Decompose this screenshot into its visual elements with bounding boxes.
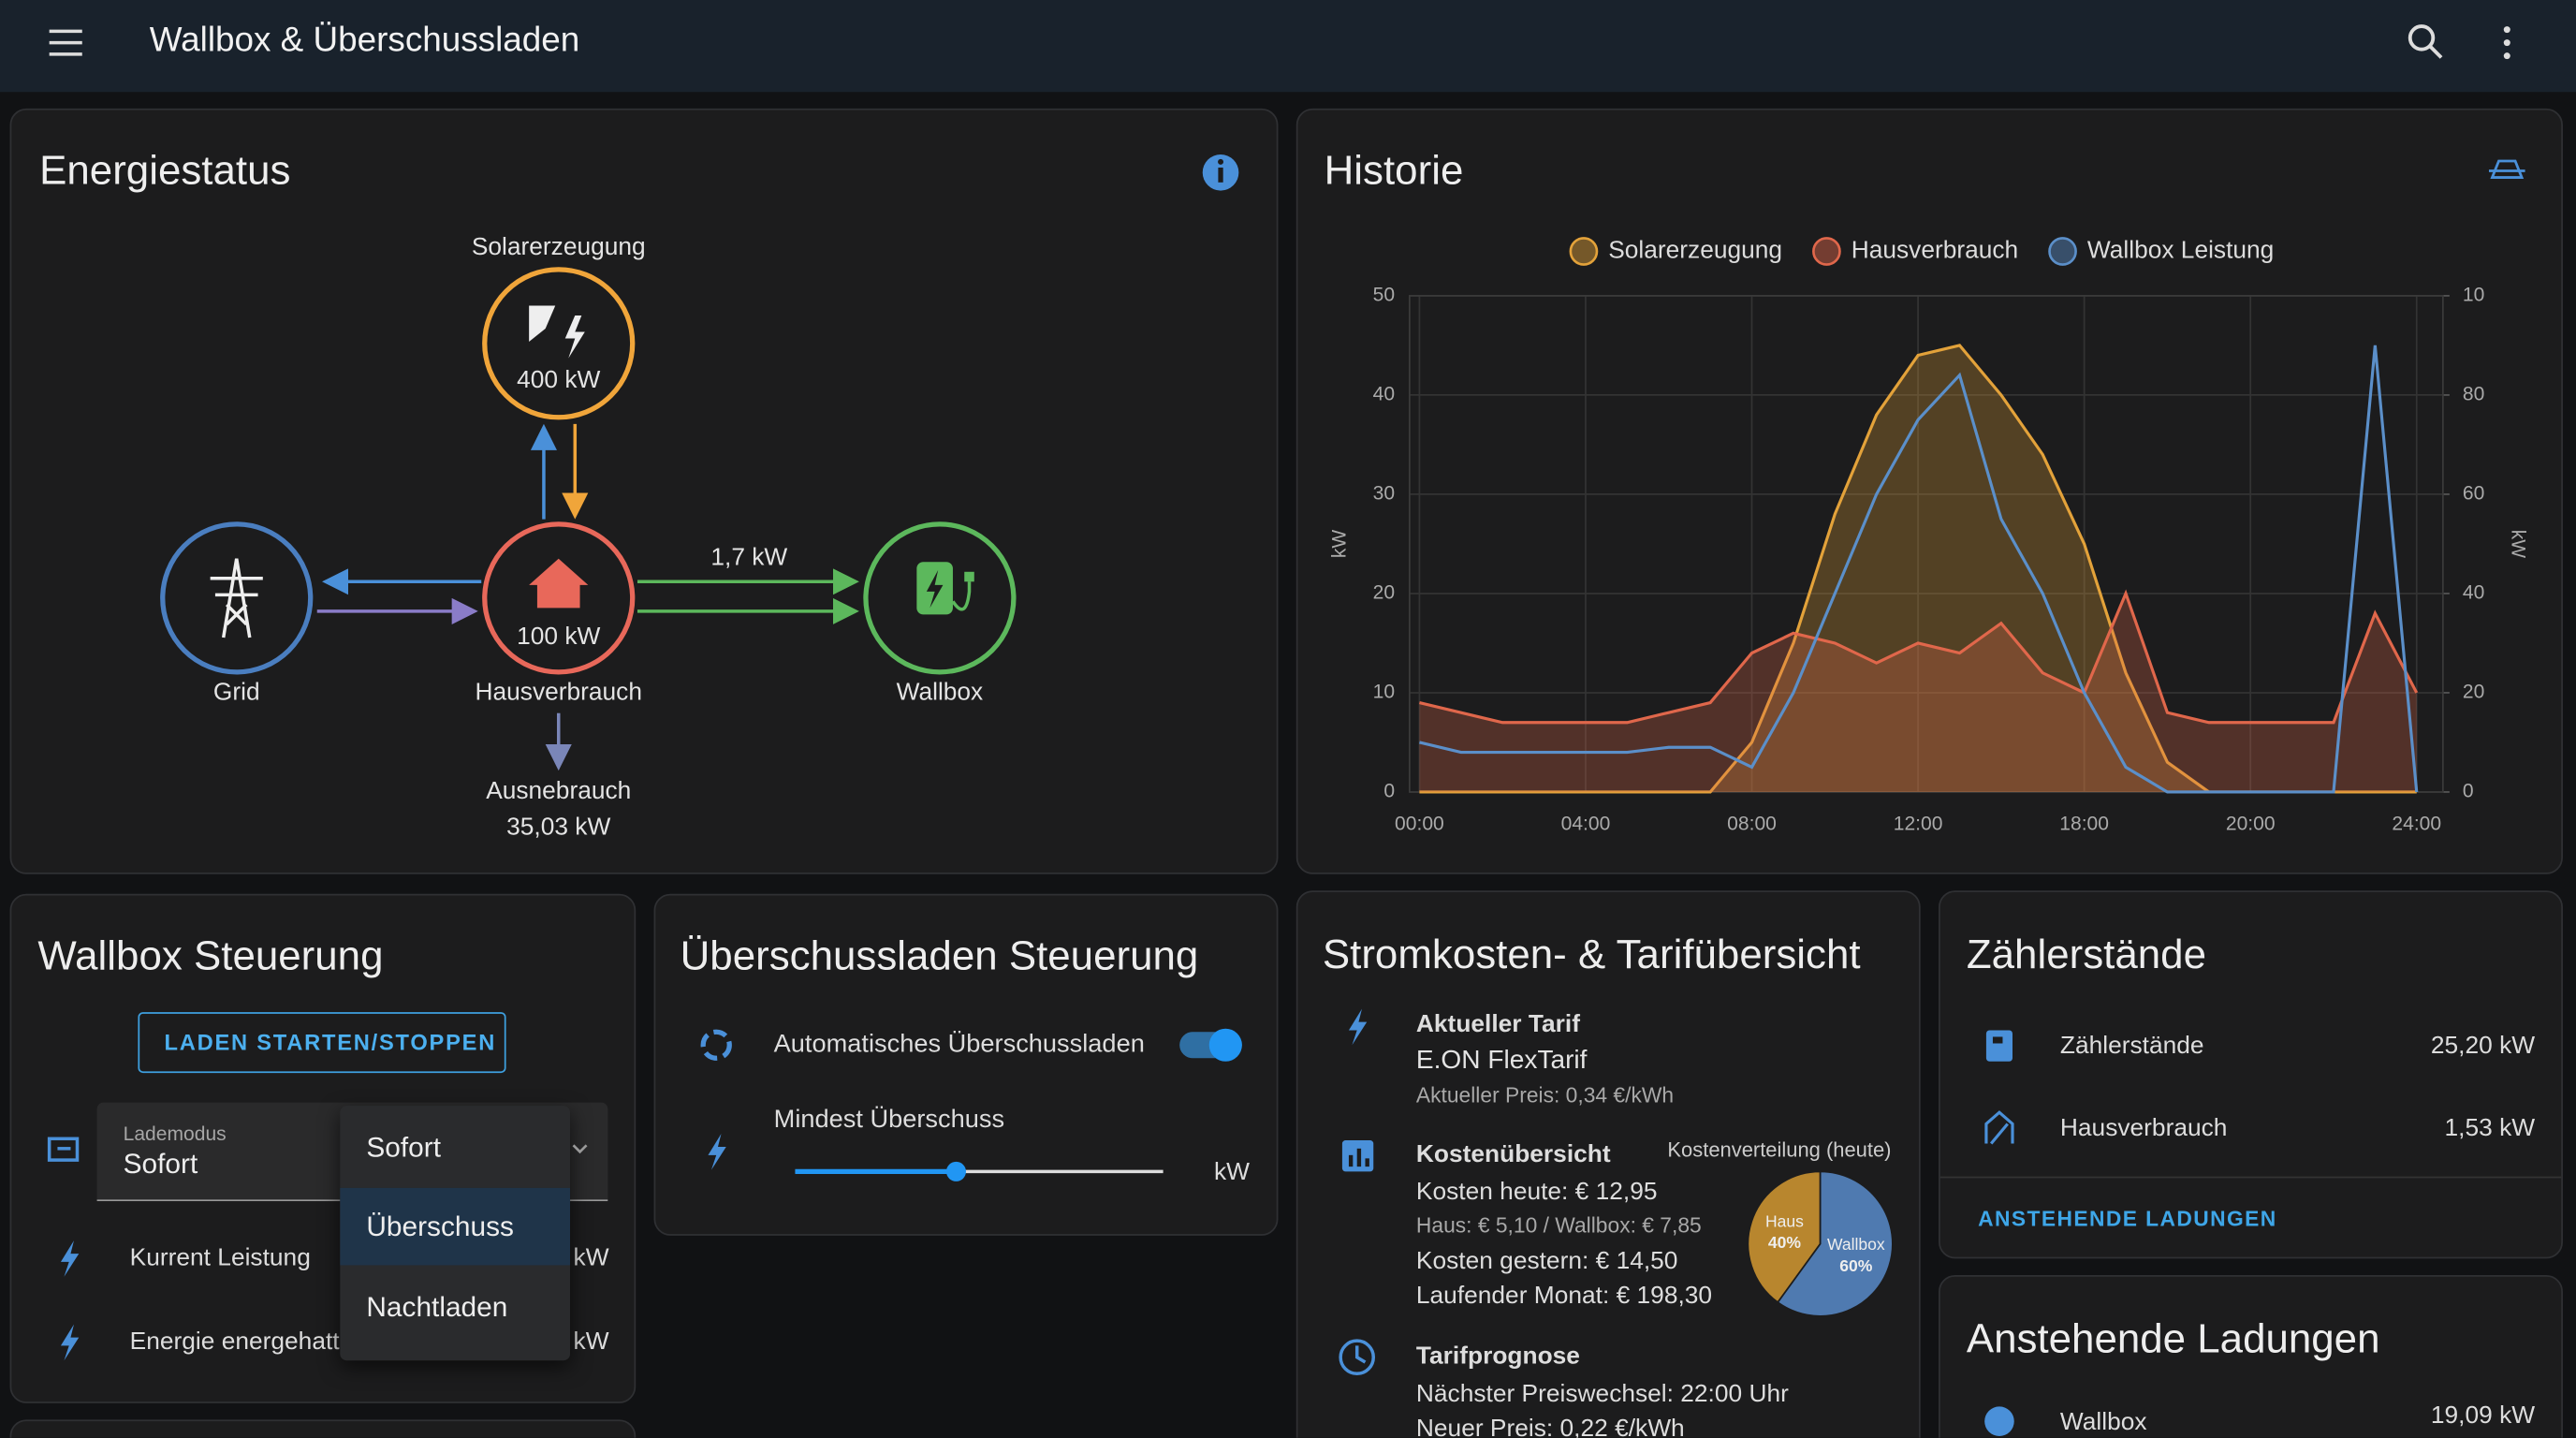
energy-unit: kW [573,1328,609,1356]
tariff-name: E.ON FlexTarif [1415,1047,1588,1075]
toggle-label: Automatisches Überschussladen [773,1030,1145,1059]
card-title: Stromkosten- & Tarifübersicht [1322,932,1861,978]
meters-card [1939,890,2563,1259]
next-change: Nächster Preiswechsel: 22:00 Uhr [1415,1380,1789,1409]
card-title: Historie [1324,147,1464,195]
new-price: Neuer Preis: 0,22 €/kWh [1415,1415,1685,1438]
card-title: Überschussladen Steuerung [680,932,1199,980]
meter-label: Hausverbrauch [2059,1113,2228,1142]
pending-card [1939,1274,2563,1438]
card-link[interactable]: ANSTEHENDE LADUNGEN [1978,1206,2277,1231]
section-heading: Kostenübersicht [1415,1140,1611,1168]
slider-unit: kW [1214,1158,1251,1187]
cost-split: Haus: € 5,10 / Wallbox: € 7,85 [1415,1212,1702,1238]
select-value: Sofort [123,1148,198,1181]
slider-label: Mindest Überschuss [773,1106,1005,1135]
menu-item[interactable]: Überschuss [366,1211,514,1242]
energy-card [9,108,1279,874]
section-heading: Aktueller Tarif [1415,1010,1580,1039]
start-stop-button[interactable] [138,1012,506,1074]
power-label: Kurrent Leistung [129,1243,311,1272]
meter-value: 25,20 kW [2430,1032,2536,1061]
app-bar [0,0,2576,93]
meter-label: Zählerstände [2059,1032,2204,1061]
pending-value: 19,09 kW [2430,1401,2536,1430]
card-title: Anstehende Ladungen [1966,1315,2380,1362]
energy-label: Energie energehatt [129,1328,340,1356]
cost-yesterday: Kosten gestern: € 14,50 [1415,1247,1678,1275]
meter-value: 1,53 kW [2444,1113,2536,1142]
card-title: Wallbox Steuerung [37,932,384,980]
power-unit: kW [573,1243,609,1272]
divider [1939,1176,2562,1179]
menu-highlight [340,1187,571,1266]
surplus-card [653,893,1279,1236]
pending-label: Wallbox [2059,1408,2147,1436]
menu-item[interactable]: Sofort [366,1132,441,1164]
menu-item[interactable]: Nachtladen [366,1291,508,1323]
select-label: Lademodus [123,1122,227,1146]
history-card [1295,108,2563,874]
cost-today: Kosten heute: € 12,95 [1415,1178,1658,1207]
tariff-price: Aktueller Preis: 0,34 €/kWh [1415,1082,1675,1108]
next-card [9,1419,637,1438]
cost-month: Laufender Monat: € 198,30 [1415,1281,1713,1310]
section-heading: Tarifprognose [1415,1342,1580,1371]
pie-title: Kostenverteilung (heute) [1667,1138,1892,1162]
card-title: Zählerstände [1966,932,2206,978]
app-title: Wallbox & Überschussladen [149,21,580,60]
card-title: Energiestatus [39,147,291,195]
button-label[interactable]: LADEN STARTEN/STOPPEN [164,1030,497,1055]
costs-card [1295,890,1921,1438]
